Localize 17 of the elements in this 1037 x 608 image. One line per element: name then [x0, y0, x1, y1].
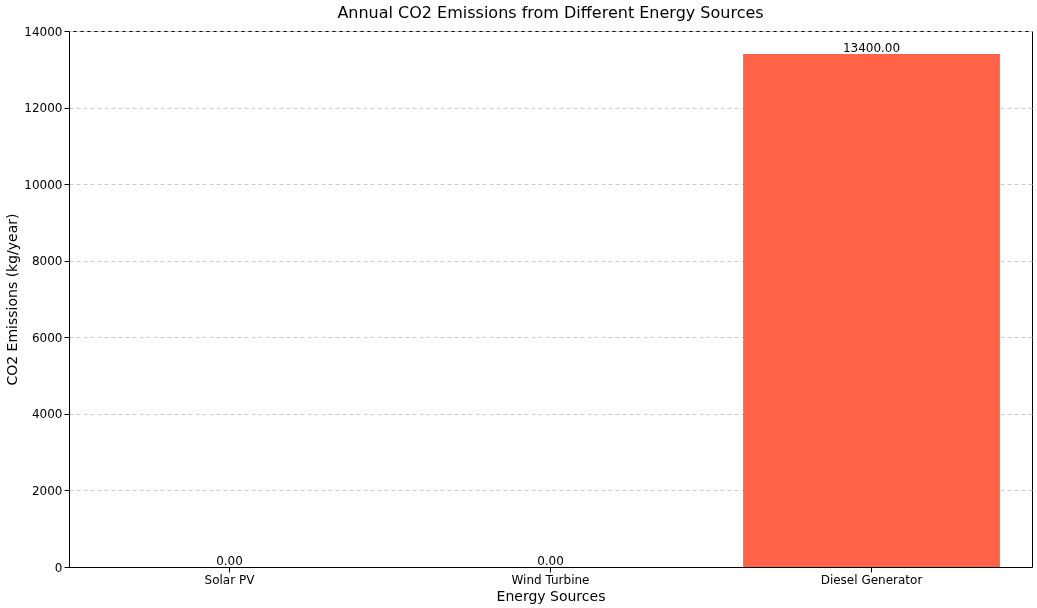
data-label: 13400.00	[842, 40, 901, 55]
y-tick-label: 8000	[31, 254, 63, 269]
y-tick-label: 4000	[31, 407, 63, 422]
chart-title: Annual CO2 Emissions from Different Energy Sources	[337, 3, 764, 22]
y-tick-label: 14000	[24, 24, 63, 39]
x-axis-title: Energy Sources	[496, 587, 606, 604]
y-tick-label: 10000	[24, 177, 63, 192]
y-tick-label: 0	[54, 560, 63, 575]
y-tick-label: 6000	[31, 330, 63, 345]
x-tick-label: Wind Turbine	[511, 572, 590, 587]
x-tick-label: Solar PV	[204, 572, 256, 587]
y-tick-label: 2000	[31, 483, 63, 498]
data-label: 0.00	[537, 554, 564, 568]
y-tick-label: 12000	[24, 101, 63, 116]
x-tick-label: Diesel Generator	[820, 572, 923, 587]
y-axis-title: CO2 Emissions (kg/year)	[4, 213, 21, 386]
data-label: 0.00	[216, 554, 243, 568]
